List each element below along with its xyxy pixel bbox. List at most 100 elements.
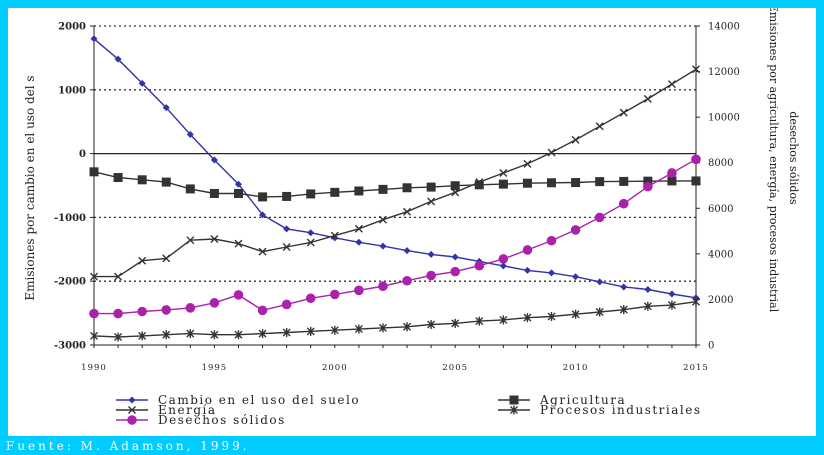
x-tick-label: 1995 <box>202 363 228 373</box>
data-point <box>498 179 508 189</box>
data-point <box>667 168 677 178</box>
data-point <box>547 178 557 188</box>
data-point <box>233 188 243 198</box>
data-point <box>523 266 531 274</box>
series-line <box>93 171 696 198</box>
y-tick-label-right: 8000 <box>708 158 733 169</box>
series-4 <box>89 154 701 319</box>
data-point <box>114 332 123 342</box>
data-point <box>475 178 484 187</box>
data-point <box>354 285 364 296</box>
data-point <box>595 177 605 187</box>
chart-panel: -3000 -2000 -1000 0 1000 2000 0 2000 4000 6000 800… <box>8 8 816 436</box>
x-tick-label: 2005 <box>442 363 468 373</box>
data-point <box>354 224 363 233</box>
legend-marker <box>510 405 518 415</box>
data-point <box>258 329 267 339</box>
data-point <box>667 176 677 186</box>
data-point <box>210 156 218 164</box>
x-tick-label: 2015 <box>683 363 709 373</box>
data-point <box>546 235 557 246</box>
data-point <box>643 176 653 186</box>
data-point <box>283 225 291 233</box>
y-tick-label-left: -1000 <box>54 213 86 224</box>
data-point <box>378 323 387 333</box>
data-point <box>643 181 653 192</box>
data-point <box>209 298 220 308</box>
y-tick-label-right: 10000 <box>708 113 740 124</box>
data-point <box>186 236 195 245</box>
data-point <box>210 330 219 340</box>
data-point <box>378 215 387 224</box>
legend-item: Agricultura <box>498 393 625 407</box>
data-point <box>643 94 652 103</box>
data-point <box>427 250 435 258</box>
data-point <box>596 278 604 286</box>
data-point <box>138 331 147 341</box>
data-point <box>330 231 339 240</box>
x-tick-label: 2010 <box>563 363 589 373</box>
y-axis-label-left: Emisiones por cambio en el uso del s <box>23 75 37 300</box>
data-point <box>113 173 123 183</box>
data-point <box>305 293 316 304</box>
y-tick-label-left: -2000 <box>54 277 86 288</box>
data-point <box>233 290 244 300</box>
data-point <box>498 254 509 264</box>
data-point <box>595 122 604 131</box>
data-point <box>667 300 676 310</box>
data-point <box>306 189 316 199</box>
x-tick-label: 1990 <box>81 363 107 373</box>
data-point <box>185 184 195 194</box>
series-1 <box>89 167 701 202</box>
data-point <box>572 273 580 281</box>
data-point <box>548 269 556 277</box>
data-point <box>90 331 98 341</box>
legend-item: Procesos industriales <box>498 403 700 417</box>
data-point <box>138 256 147 265</box>
data-point <box>402 275 412 286</box>
data-point <box>450 266 461 277</box>
data-point <box>138 79 146 87</box>
data-point <box>691 154 701 165</box>
data-point <box>234 180 242 188</box>
data-point <box>89 308 99 319</box>
series-line <box>93 301 697 338</box>
data-point <box>450 181 460 191</box>
data-point <box>426 182 436 192</box>
data-point <box>90 35 98 43</box>
y-tick-label-left: 1000 <box>58 85 86 96</box>
line-chart: -3000 -2000 -1000 0 1000 2000 0 2000 4000 6000 800… <box>23 8 800 427</box>
data-point <box>571 135 580 144</box>
data-point <box>355 238 363 246</box>
data-point <box>571 178 581 188</box>
data-point <box>330 325 339 335</box>
series-line <box>93 38 697 299</box>
data-point <box>618 198 629 209</box>
data-point <box>282 191 292 201</box>
data-point <box>619 108 628 117</box>
legend-item: Desechos sólidos <box>116 413 284 427</box>
y-tick-label-right: 2000 <box>708 295 733 306</box>
data-point <box>186 130 194 138</box>
data-point <box>522 178 532 188</box>
data-point <box>547 312 556 322</box>
x-tick-label: 2000 <box>322 363 348 373</box>
data-point <box>378 281 388 292</box>
data-point <box>403 322 412 332</box>
data-point <box>90 272 98 281</box>
data-point <box>137 306 147 317</box>
data-point <box>379 242 387 250</box>
data-point <box>162 330 171 340</box>
legend-marker <box>127 415 137 425</box>
data-point <box>644 285 652 293</box>
data-point <box>378 184 388 194</box>
legend-marker <box>509 395 519 405</box>
data-point <box>354 324 363 334</box>
data-point <box>114 55 122 63</box>
legend-label: Energía <box>158 403 217 417</box>
y-axis-label-right-line2: desechos sólidos <box>787 111 800 205</box>
data-point <box>499 262 507 270</box>
data-point <box>137 175 147 185</box>
data-point <box>113 308 123 319</box>
